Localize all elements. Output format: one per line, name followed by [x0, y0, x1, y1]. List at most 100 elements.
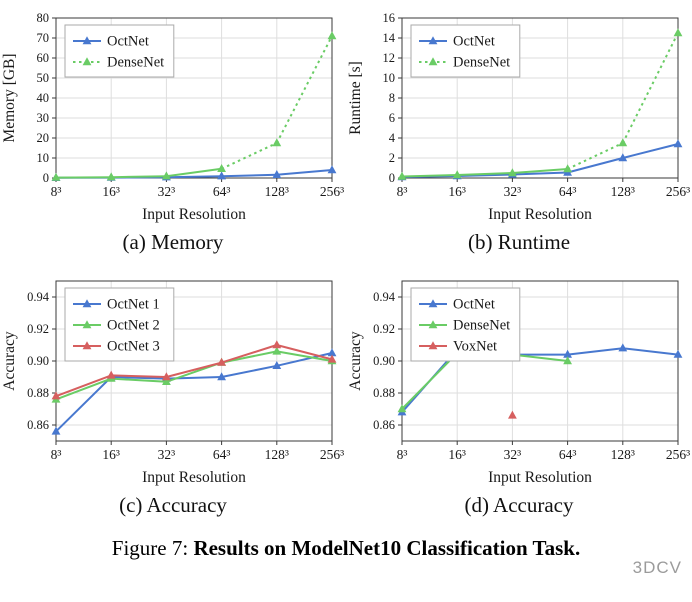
series-line-OctNet 3 — [276, 344, 333, 361]
x-tick-label: 128³ — [265, 447, 289, 462]
x-tick-label: 64³ — [559, 184, 577, 199]
series-line-OctNet — [622, 347, 679, 356]
chart-grid: 0 10 20 30 40 50 60 70 80 8³ 16³ 32³ 64³ 128³ 256³ Inpu… — [0, 6, 692, 518]
series-line-OctNet 2 — [111, 377, 167, 383]
series-marker-VoxNet — [508, 410, 517, 419]
series-line-OctNet 3 — [166, 361, 222, 378]
series-marker-DenseNet — [397, 171, 407, 180]
accuracy-d-chart: 0.86 0.88 0.90 0.92 0.94 8³ 16³ 32³ 64³ 128³ 256³ I… — [347, 280, 690, 486]
accuracy-c-chart: 0.86 0.88 0.90 0.92 0.94 8³ 16³ 32³ 64³ 128³ 256³ I… — [1, 280, 344, 486]
panel-b-runtime: 0 2 4 6 8 10 12 14 16 8³ 16³ 32³ 64³ 128³ 256³ Input Re… — [346, 6, 692, 255]
series-marker-OctNet — [327, 165, 337, 174]
subcaption-c: (c) Accuracy — [119, 493, 227, 517]
y-tick-label: 10 — [37, 151, 50, 165]
y-tick-label: 0 — [43, 171, 49, 185]
series-marker-DenseNet — [563, 356, 572, 365]
series-line-OctNet — [622, 143, 679, 159]
series-marker-OctNet 3 — [217, 357, 226, 366]
series-line-OctNet — [221, 173, 277, 178]
figure-caption-prefix: Figure 7: — [111, 536, 194, 560]
series-line-OctNet — [567, 347, 623, 356]
series-marker-OctNet — [673, 139, 683, 148]
x-tick-label: 8³ — [51, 447, 62, 462]
series-marker-OctNet 3 — [272, 340, 282, 349]
series-line-DenseNet — [275, 35, 333, 144]
y-tick-label: 60 — [37, 51, 50, 65]
x-tick-label: 256³ — [666, 184, 690, 199]
series-line-OctNet 3 — [111, 374, 167, 378]
series-line-DenseNet — [401, 174, 458, 178]
series-line-DenseNet — [401, 352, 458, 410]
series-marker-DenseNet — [508, 168, 517, 177]
y-tick-label: 0.88 — [373, 386, 395, 400]
legend-label-OctNet 1: OctNet 1 — [107, 297, 160, 313]
series-marker-DenseNet — [162, 171, 171, 180]
series-marker-DenseNet — [563, 164, 572, 173]
series-marker-DenseNet — [673, 28, 683, 37]
series-marker-DenseNet — [217, 164, 226, 172]
series-line-OctNet 3 — [55, 374, 112, 398]
y-tick-label: 40 — [37, 91, 50, 105]
legend-label-OctNet 3: OctNet 3 — [107, 339, 160, 355]
x-axis-label: Input Resolution — [488, 469, 592, 486]
series-line-DenseNet — [512, 168, 568, 174]
legend-label-DenseNet: DenseNet — [453, 318, 510, 334]
x-tick-label: 64³ — [559, 447, 577, 462]
series-line-DenseNet — [221, 142, 278, 170]
series-line-DenseNet — [512, 353, 568, 362]
x-tick-label: 32³ — [158, 184, 176, 199]
x-tick-label: 32³ — [158, 447, 176, 462]
series-line-OctNet 2 — [221, 350, 277, 364]
y-tick-label: 10 — [383, 71, 396, 85]
legend-label-DenseNet: DenseNet — [453, 55, 510, 71]
y-axis-label: Accuracy — [1, 331, 18, 391]
legend-marker — [82, 341, 92, 350]
x-axis-label: Input Resolution — [142, 469, 246, 486]
x-axis-label: Input Resolution — [488, 206, 592, 223]
y-axis-label: Runtime [s] — [347, 61, 364, 135]
series-marker-DenseNet — [452, 170, 462, 179]
y-tick-label: 4 — [389, 131, 396, 145]
y-tick-label: 16 — [383, 11, 396, 25]
series-line-OctNet 1 — [55, 376, 112, 433]
x-axis-label: Input Resolution — [142, 206, 246, 223]
y-tick-label: 0.92 — [373, 322, 395, 336]
legend-marker — [428, 341, 438, 350]
y-tick-label: 20 — [37, 131, 50, 145]
x-tick-label: 256³ — [320, 184, 344, 199]
series-marker-DenseNet — [397, 404, 407, 413]
series-line-OctNet 2 — [276, 350, 333, 362]
legend-marker — [82, 299, 92, 308]
panel-c-accuracy: 0.86 0.88 0.90 0.92 0.94 8³ 16³ 32³ 64³ 128³ 256³ I… — [0, 269, 346, 518]
y-tick-label: 0.94 — [373, 290, 396, 304]
legend-marker — [82, 36, 92, 45]
series-line-OctNet 2 — [55, 377, 112, 401]
y-tick-label: 2 — [389, 151, 395, 165]
series-line-OctNet — [512, 171, 568, 176]
x-tick-label: 32³ — [504, 184, 522, 199]
series-line-OctNet 3 — [221, 344, 278, 364]
series-marker-OctNet — [563, 349, 572, 358]
series-marker-OctNet 3 — [162, 372, 171, 381]
series-marker-OctNet 3 — [106, 370, 116, 379]
x-tick-label: 16³ — [102, 447, 120, 462]
x-tick-label: 64³ — [213, 184, 231, 199]
series-marker-OctNet — [673, 349, 683, 358]
y-axis-label: Accuracy — [347, 331, 364, 391]
y-tick-label: 0.92 — [27, 322, 49, 336]
subcaption-b: (b) Runtime — [467, 230, 571, 254]
legend-box — [410, 24, 521, 78]
series-line-OctNet — [567, 157, 624, 174]
legend-label-OctNet: OctNet — [453, 34, 495, 50]
x-tick-label: 8³ — [51, 184, 62, 199]
legend-label-DenseNet: DenseNet — [107, 55, 164, 71]
series-line-DenseNet — [457, 172, 513, 176]
x-tick-label: 256³ — [320, 447, 344, 462]
series-marker-DenseNet — [327, 31, 337, 40]
series-marker-DenseNet — [272, 138, 282, 147]
y-tick-label: 0.90 — [27, 354, 49, 368]
y-tick-label: 0.88 — [27, 386, 49, 400]
x-tick-label: 64³ — [213, 447, 231, 462]
y-tick-label: 0.86 — [373, 418, 395, 432]
